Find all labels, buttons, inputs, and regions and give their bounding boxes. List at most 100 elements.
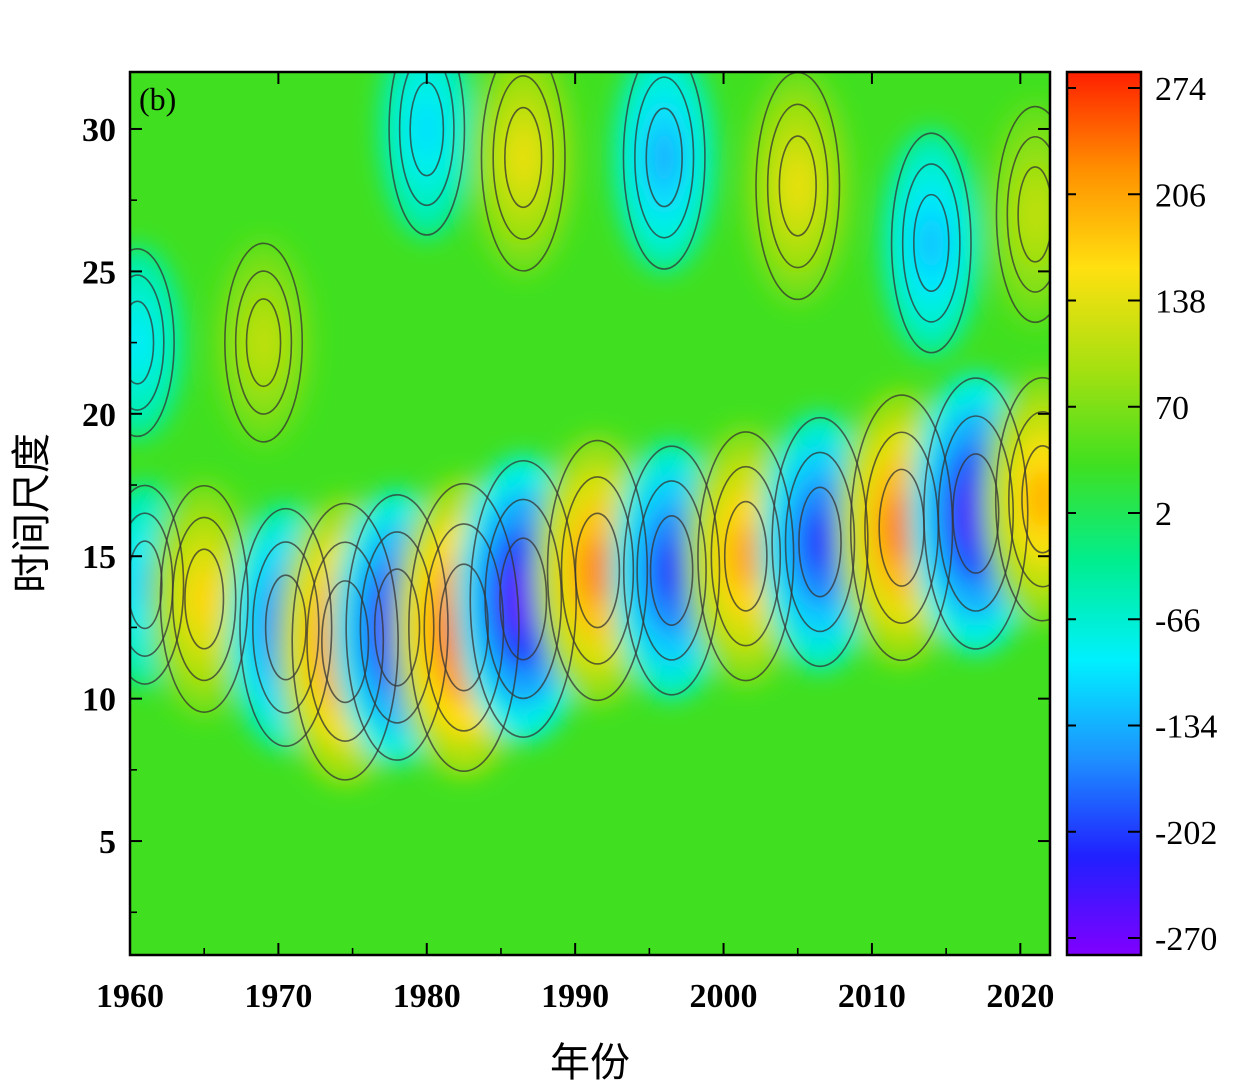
- x-tick-label: 2020: [986, 978, 1054, 1015]
- contour-line: [171, 516, 237, 682]
- plot-area: [130, 72, 1050, 955]
- contour-line: [1006, 135, 1050, 293]
- contour-line: [649, 514, 694, 626]
- contour-line: [622, 72, 706, 270]
- field-region: [414, 101, 439, 157]
- contour-line: [499, 537, 548, 661]
- colorbar-tick-label: -66: [1155, 602, 1200, 639]
- contour-line: [634, 76, 695, 239]
- contour-line: [480, 72, 566, 272]
- field-region: [1022, 186, 1048, 243]
- colorbar-ticks: 274 206 138 70 2 -66 -134 -202 -270: [1067, 71, 1217, 958]
- y-tick-label: 5: [99, 824, 116, 861]
- contour-line: [504, 106, 543, 209]
- contour-line: [492, 74, 555, 240]
- contour-line: [306, 541, 385, 742]
- colorbar-tick-label: 70: [1155, 390, 1189, 427]
- contour-line: [778, 135, 817, 237]
- contour-line: [890, 132, 972, 354]
- field-region: [251, 316, 276, 369]
- field-region: [509, 127, 537, 187]
- colorbar-tick-label: -270: [1155, 921, 1217, 958]
- colorbar-tick-label: -134: [1155, 709, 1217, 746]
- contour-line: [130, 248, 175, 438]
- contour-line: [234, 270, 293, 415]
- y-tick-label: 25: [82, 254, 116, 291]
- x-axis-title: 年份: [550, 1040, 630, 1086]
- contour-line: [771, 416, 869, 668]
- x-axis: 1960 1970 1980 1990 2000 2010 2020: [96, 72, 1054, 1015]
- x-tick-label: 1980: [393, 978, 461, 1015]
- x-tick-label: 2000: [690, 978, 758, 1015]
- colorbar-tick-label: -202: [1155, 815, 1217, 852]
- contour-line: [574, 512, 621, 629]
- field-region: [1027, 467, 1050, 531]
- panel-label: (b): [139, 81, 176, 117]
- contour-line: [1017, 166, 1050, 263]
- contour-line: [130, 484, 185, 685]
- contour-line: [723, 500, 768, 612]
- field-region: [190, 569, 219, 629]
- contour-line: [766, 103, 829, 269]
- field-region: [506, 563, 541, 635]
- contour-line: [484, 498, 563, 700]
- contour-line: [159, 484, 249, 713]
- contour-line: [398, 72, 455, 207]
- contour-line: [469, 459, 577, 738]
- x-tick-label: 1970: [244, 978, 312, 1015]
- contour-line: [622, 445, 721, 696]
- contour-line: [321, 580, 370, 704]
- y-axis: 5 10 15 20 25 30: [82, 112, 1050, 914]
- colorbar-tick-label: 138: [1155, 284, 1206, 321]
- y-tick-label: 15: [82, 539, 116, 576]
- colorbar-tick-label: 206: [1155, 177, 1206, 214]
- y-tick-label: 10: [82, 682, 116, 719]
- contour-line: [913, 193, 950, 292]
- contour-line: [901, 163, 961, 323]
- contour-line: [373, 568, 421, 687]
- contour-line: [1008, 410, 1050, 588]
- contour-line: [1021, 445, 1050, 554]
- field-region: [651, 128, 678, 187]
- x-tick-label: 1960: [96, 978, 164, 1015]
- contour-line: [952, 453, 1000, 574]
- y-tick-label: 20: [82, 397, 116, 434]
- contour-line: [252, 541, 320, 714]
- colorbar-tick-label: 2: [1155, 496, 1172, 533]
- contour-line: [636, 480, 707, 661]
- contour-line: [291, 502, 399, 781]
- contour-line: [184, 548, 225, 650]
- field-region: [918, 214, 945, 272]
- field-blobs: [130, 72, 1050, 786]
- contour-lines: [130, 72, 1050, 781]
- contour-line: [224, 242, 304, 443]
- contour-line: [388, 72, 466, 236]
- contour-line: [245, 298, 282, 388]
- contour-line: [560, 476, 635, 665]
- contour-line: [359, 531, 435, 724]
- field-region: [130, 318, 150, 367]
- field-region: [784, 156, 812, 216]
- colorbar-tick-label: 274: [1155, 71, 1206, 108]
- x-tick-label: 1990: [541, 978, 609, 1015]
- contour-line: [264, 574, 307, 681]
- contour-line: [994, 376, 1050, 622]
- contour-line: [923, 377, 1029, 650]
- field-region: [656, 538, 687, 603]
- contour-line: [130, 540, 163, 630]
- contour-line: [995, 105, 1050, 324]
- colorbar: 274 206 138 70 2 -66 -134 -202 -270: [1065, 70, 1217, 958]
- contour-line: [130, 300, 155, 385]
- contour-line: [849, 394, 954, 662]
- y-tick-label: 30: [82, 112, 116, 149]
- plot-frame: [128, 70, 1052, 957]
- contour-line: [798, 486, 842, 598]
- contour-line: [239, 507, 333, 747]
- y-axis-title: 时间尺度: [9, 433, 55, 593]
- contour-line: [130, 274, 165, 411]
- contour-line: [784, 451, 856, 633]
- contour-line: [423, 523, 505, 732]
- contour-line: [438, 563, 489, 692]
- contour-line: [710, 465, 782, 647]
